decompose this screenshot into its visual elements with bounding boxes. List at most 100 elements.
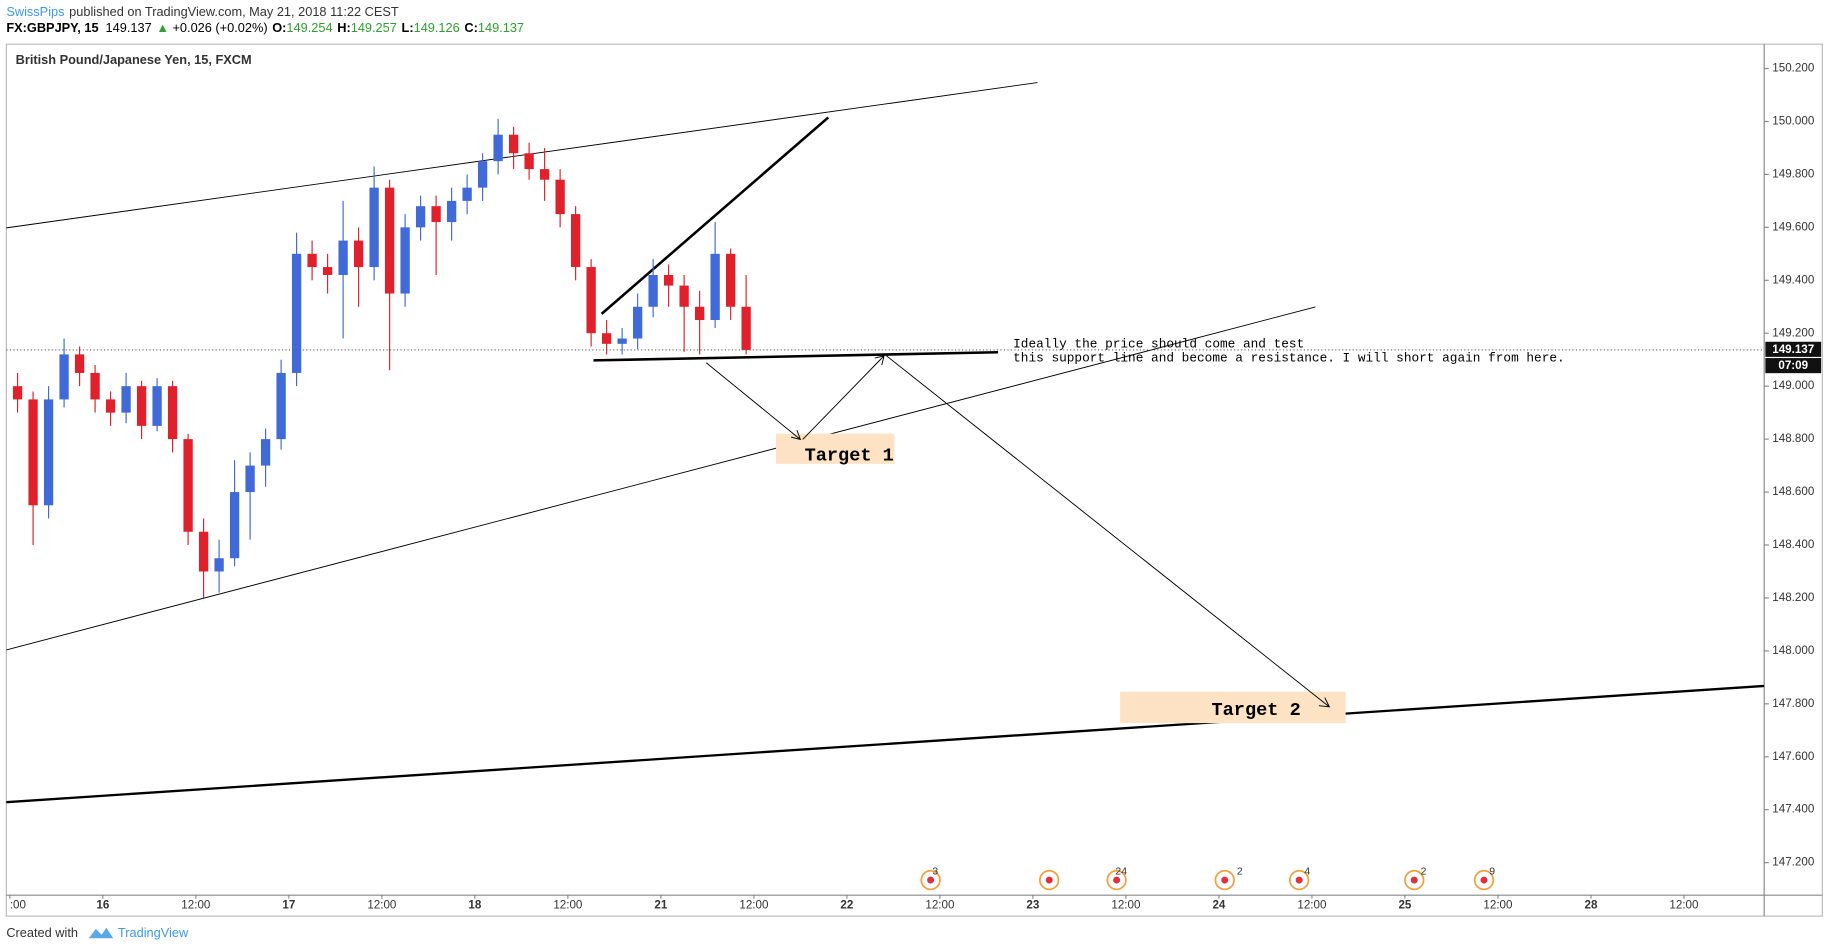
candle-body bbox=[508, 134, 519, 154]
x-tick-label: 12:00 bbox=[1669, 899, 1698, 912]
y-tick-label: 147.400 bbox=[1772, 803, 1814, 816]
event-dot bbox=[927, 876, 935, 884]
x-tick-label: 12:00 bbox=[367, 899, 396, 912]
channel-upper bbox=[6, 82, 1038, 229]
candle-body bbox=[617, 338, 627, 344]
chart-title: British Pound/Japanese Yen, 15, FXCM bbox=[16, 52, 252, 67]
x-tick-label: 12:00 bbox=[739, 899, 768, 912]
candle-body bbox=[524, 153, 534, 170]
candle-body bbox=[400, 227, 410, 294]
x-tick-label: 12:00 bbox=[925, 899, 954, 912]
annotation: this support line and become a resistanc… bbox=[1013, 350, 1565, 365]
close: 149.137 bbox=[478, 20, 524, 35]
footer-created: Created with bbox=[6, 925, 78, 940]
candle-body bbox=[167, 386, 178, 440]
drawings bbox=[6, 82, 1765, 804]
event-count: 24 bbox=[1115, 867, 1127, 878]
candle-body bbox=[214, 558, 224, 572]
author: SwissPips bbox=[6, 4, 64, 19]
candle-body bbox=[74, 354, 85, 373]
event-count: 9 bbox=[1489, 867, 1495, 878]
candle-body bbox=[446, 200, 457, 223]
y-tick-label: 148.400 bbox=[1772, 538, 1814, 551]
high: 149.257 bbox=[351, 20, 397, 35]
x-tick-label: 12:00 bbox=[1297, 899, 1326, 912]
x-tick-label: 12:00 bbox=[1483, 899, 1512, 912]
x-tick-label: 28 bbox=[1584, 899, 1597, 912]
candle-body bbox=[353, 240, 364, 268]
symbol: FX:GBPJPY, 15 bbox=[6, 20, 98, 35]
arrow bbox=[886, 355, 1331, 708]
candle-body bbox=[384, 187, 395, 294]
x-tick-label: 12:00 bbox=[553, 899, 582, 912]
y-tick-label: 150.000 bbox=[1772, 115, 1814, 128]
y-tick-label: 149.600 bbox=[1772, 220, 1814, 233]
candle-body bbox=[663, 274, 674, 286]
candle-body bbox=[152, 386, 162, 426]
candle-body bbox=[322, 267, 333, 275]
x-tick-label: 12:00 bbox=[181, 899, 210, 912]
candle-body bbox=[28, 399, 38, 506]
h-label: H: bbox=[337, 20, 350, 35]
x-tick-label: 23 bbox=[1026, 899, 1039, 912]
candle-body bbox=[121, 386, 131, 413]
o-label: O: bbox=[272, 20, 286, 35]
last-price-label: 149.137 bbox=[1772, 343, 1814, 356]
y-tick-label: 147.200 bbox=[1772, 856, 1814, 869]
candle-body bbox=[586, 267, 596, 334]
annotation: Ideally the price should come and test bbox=[1013, 337, 1304, 352]
y-tick-label: 148.000 bbox=[1772, 644, 1814, 657]
candle-body bbox=[725, 253, 736, 307]
low: 149.126 bbox=[414, 20, 460, 35]
event-dot bbox=[1410, 876, 1418, 884]
chart-frame bbox=[5, 43, 1823, 917]
candle-body bbox=[291, 253, 302, 373]
candle-body bbox=[493, 134, 503, 162]
wedge-upper bbox=[600, 116, 830, 315]
x-tick-label: 17 bbox=[282, 899, 295, 912]
y-tick-label: 147.600 bbox=[1772, 750, 1814, 763]
target-label: Target 1 bbox=[805, 446, 894, 467]
candle-body bbox=[229, 492, 240, 559]
candle-body bbox=[338, 240, 348, 275]
candle-body bbox=[477, 161, 488, 188]
candle-body bbox=[59, 354, 69, 400]
event-count: 3 bbox=[932, 867, 938, 878]
support-line bbox=[593, 350, 999, 362]
event-count: 4 bbox=[1304, 867, 1310, 878]
candle-body bbox=[601, 333, 612, 344]
candle-body bbox=[632, 306, 643, 339]
event-dot bbox=[1480, 876, 1488, 884]
c-label: C: bbox=[464, 20, 477, 35]
header-line: SwissPips published on TradingView.com, M… bbox=[6, 4, 399, 19]
candle-body bbox=[415, 206, 426, 228]
countdown-box bbox=[1765, 358, 1822, 374]
candle-body bbox=[136, 386, 147, 426]
last-price-box bbox=[1765, 341, 1822, 357]
arrows bbox=[705, 355, 1331, 708]
change: +0.026 (+0.02%) bbox=[172, 20, 267, 35]
candle-body bbox=[276, 372, 286, 440]
event-dot bbox=[1221, 876, 1229, 884]
candle-body bbox=[539, 169, 550, 180]
y-tick-label: 147.800 bbox=[1772, 697, 1814, 710]
x-tick-label: 22 bbox=[840, 899, 853, 912]
y-tick-label: 149.200 bbox=[1772, 326, 1814, 339]
footer-brand: TradingView bbox=[118, 925, 189, 940]
symbol-line: FX:GBPJPY, 15 149.137 ▲ +0.026 (+0.02%) O: 14… bbox=[6, 20, 524, 35]
y-tick-label: 149.400 bbox=[1772, 273, 1814, 286]
target-label: Target 2 bbox=[1211, 700, 1300, 721]
y-tick-label: 148.600 bbox=[1772, 485, 1814, 498]
event-count: 2 bbox=[1421, 867, 1427, 878]
candle-body bbox=[90, 372, 100, 400]
candle-body bbox=[198, 531, 209, 572]
x-tick-label: :00 bbox=[10, 899, 26, 912]
candle-body bbox=[679, 285, 689, 307]
candle-body bbox=[570, 214, 581, 268]
candle-body bbox=[555, 179, 565, 215]
x-tick-label: 12:00 bbox=[1111, 899, 1140, 912]
arrow: ▲ bbox=[156, 20, 169, 35]
candle-body bbox=[648, 274, 658, 307]
candle-body bbox=[260, 439, 271, 466]
